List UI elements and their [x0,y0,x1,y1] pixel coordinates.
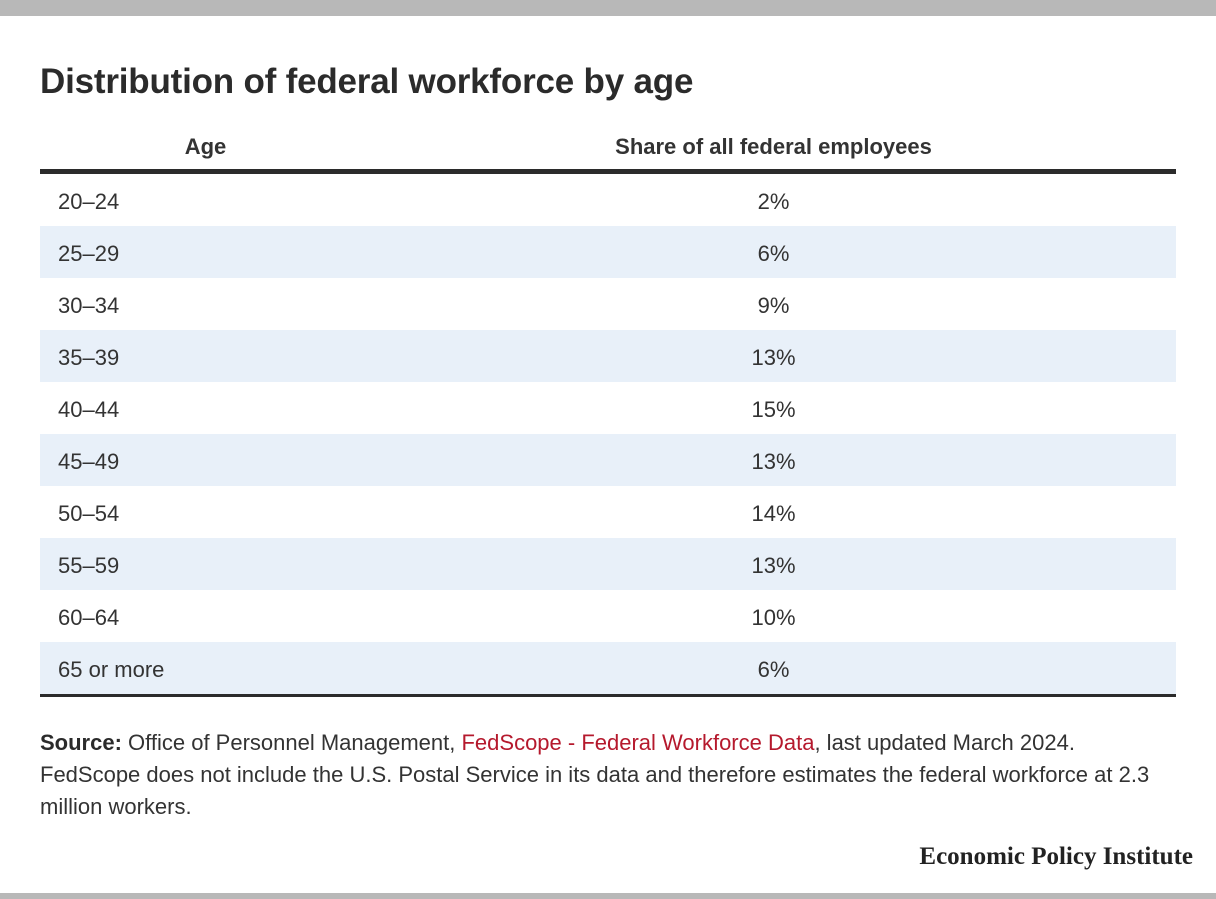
bottom-frame-bar [0,893,1216,899]
table-row: 65 or more 6% [40,642,1176,694]
table-row: 35–39 13% [40,330,1176,382]
table-header: Age Share of all federal employees [40,124,1176,174]
cell-share: 14% [751,501,796,526]
cell-age: 50–54 [58,501,120,526]
table-row: 25–29 6% [40,226,1176,278]
cell-age: 40–44 [58,397,120,422]
cell-age: 65 or more [58,657,165,682]
table-row: 50–54 14% [40,486,1176,538]
column-header-age: Age [184,134,227,159]
cell-age: 20–24 [58,189,120,214]
data-table: Age Share of all federal employees 20–24… [40,124,1176,697]
source-text-before: Office of Personnel Management, [121,730,462,755]
source-note: Source: Office of Personnel Management, … [40,727,1150,823]
cell-age: 25–29 [58,241,120,266]
cell-share: 13% [751,345,796,370]
cell-share: 2% [757,189,790,214]
column-header-share: Share of all federal employees [615,134,932,159]
top-frame-bar [0,0,1216,16]
source-label: Source: [40,730,122,755]
table-row: 30–34 9% [40,278,1176,330]
table-row: 60–64 10% [40,590,1176,642]
cell-share: 6% [757,241,790,266]
brand-logo-text: Economic Policy Institute [919,843,1193,870]
cell-share: 9% [757,293,790,318]
table-body: 20–24 2% 25–29 6% 30–34 9% 35–39 13% 40–44 15% 45–… [40,174,1176,694]
table-row: 45–49 13% [40,434,1176,486]
table-row: 40–44 15% [40,382,1176,434]
table-row: 20–24 2% [40,174,1176,226]
chart-title: Distribution of federal workforce by age [40,62,694,101]
cell-age: 30–34 [58,293,120,318]
cell-age: 60–64 [58,605,120,630]
table-bottom-rule [40,694,1176,697]
cell-share: 6% [757,657,790,682]
cell-share: 13% [751,449,796,474]
cell-age: 55–59 [58,553,120,578]
cell-age: 35–39 [58,345,120,370]
source-link[interactable]: FedScope - Federal Workforce Data [461,730,815,755]
cell-share: 15% [751,397,796,422]
source-text-after: , last updated March 2024. FedScope does… [40,730,1150,819]
cell-share: 10% [751,605,796,630]
cell-share: 13% [751,553,796,578]
cell-age: 45–49 [58,449,120,474]
table-row: 55–59 13% [40,538,1176,590]
